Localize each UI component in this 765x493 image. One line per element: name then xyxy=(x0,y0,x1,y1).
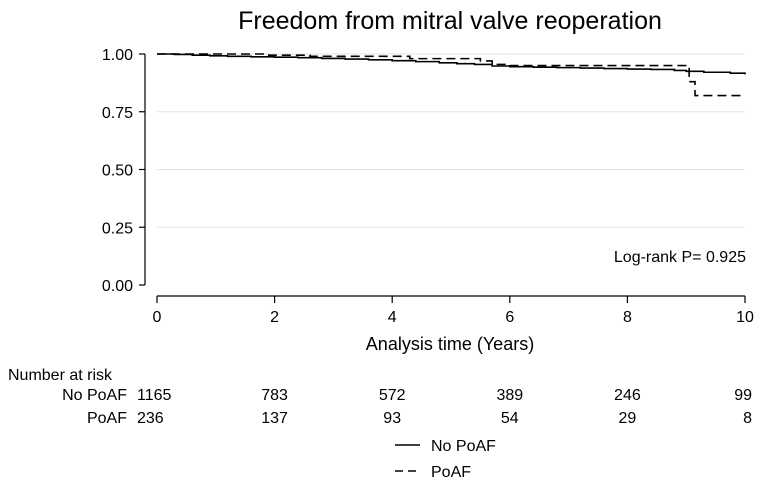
series-line-poaf xyxy=(157,53,745,97)
chart-title: Freedom from mitral valve reoperation xyxy=(238,7,662,35)
legend-label: PoAF xyxy=(431,464,471,481)
x-tick-label: 2 xyxy=(270,309,279,326)
y-tick-label: 0.50 xyxy=(102,163,133,180)
risk-table: Number at risk No PoAF 1165 783 572 389 246 99… xyxy=(8,367,752,427)
risk-row-label: No PoAF xyxy=(62,387,127,404)
risk-value: 137 xyxy=(261,410,288,427)
y-tick-label: 0.75 xyxy=(102,105,133,122)
x-tick-label: 8 xyxy=(623,309,632,326)
x-tick-label: 10 xyxy=(736,309,754,326)
y-tick-label: 0.25 xyxy=(102,220,133,237)
series-line-no-poaf xyxy=(157,53,746,75)
risk-value: 783 xyxy=(261,387,288,404)
risk-value: 99 xyxy=(734,387,752,404)
risk-value: 389 xyxy=(496,387,523,404)
legend-label: No PoAF xyxy=(431,438,496,455)
risk-value: 572 xyxy=(379,387,406,404)
legend: No PoAF PoAF xyxy=(395,438,496,481)
risk-row-label: PoAF xyxy=(87,410,127,427)
x-tick-label: 6 xyxy=(505,309,514,326)
series-lines xyxy=(157,53,746,97)
axes: 0.00 0.25 0.50 0.75 1.00 0 2 4 6 8 10 xyxy=(102,47,754,326)
risk-value: 29 xyxy=(619,410,637,427)
y-tick-label: 0.00 xyxy=(102,278,133,295)
x-axis-label: Analysis time (Years) xyxy=(366,334,534,354)
risk-value: 236 xyxy=(137,410,164,427)
risk-value: 246 xyxy=(614,387,641,404)
risk-value: 8 xyxy=(743,410,752,427)
logrank-annotation: Log-rank P= 0.925 xyxy=(614,249,746,266)
gridlines xyxy=(157,53,745,228)
risk-value: 54 xyxy=(501,410,519,427)
x-tick-label: 0 xyxy=(153,309,162,326)
risk-table-header: Number at risk xyxy=(8,367,113,384)
x-tick-label: 4 xyxy=(388,309,397,326)
y-tick-label: 1.00 xyxy=(102,47,133,64)
risk-value: 93 xyxy=(383,410,401,427)
risk-value: 1165 xyxy=(137,387,172,404)
